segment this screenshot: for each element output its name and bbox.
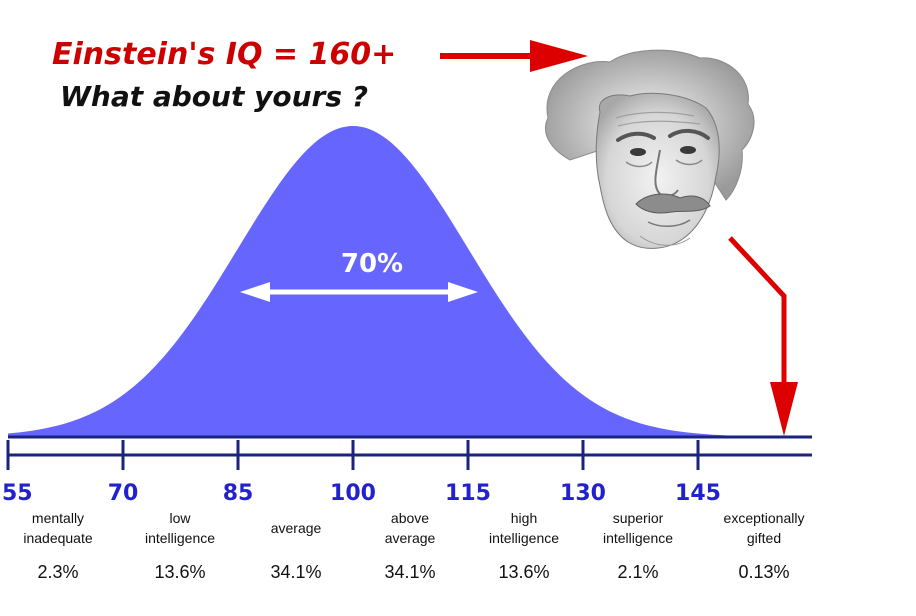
category-line2: average — [385, 530, 436, 546]
category-4: high intelligence 13.6% — [489, 510, 559, 582]
category-line1: mentally — [32, 510, 84, 526]
category-line2: intelligence — [145, 530, 215, 546]
axis-ticks — [6, 440, 700, 470]
bell-curve-area — [8, 126, 813, 437]
double-arrow — [240, 282, 478, 302]
category-percent: 0.13% — [738, 562, 789, 582]
axis-tick-labels: 55 70 85 100 115 130 145 — [2, 481, 721, 506]
category-percent: 34.1% — [384, 562, 435, 582]
category-line1: low — [169, 510, 191, 526]
category-3: above average 34.1% — [384, 510, 435, 582]
category-line1: superior — [613, 510, 664, 526]
category-labels: mentally inadequate 2.3% low intelligence 13.… — [23, 510, 804, 582]
category-line2: inadequate — [23, 530, 93, 546]
category-6: exceptionally gifted 0.13% — [724, 510, 805, 582]
category-5: superior intelligence 2.1% — [603, 510, 673, 582]
tick-label-115: 115 — [445, 481, 491, 506]
category-1: low intelligence 13.6% — [145, 510, 215, 582]
headline-what-about-yours: What about yours ? — [60, 80, 368, 113]
category-percent: 2.3% — [37, 562, 78, 582]
pointer-arrow — [728, 236, 798, 436]
category-line2: intelligence — [603, 530, 673, 546]
tick-label-70: 70 — [108, 481, 139, 506]
tick-label-145: 145 — [675, 481, 721, 506]
category-percent: 13.6% — [154, 562, 205, 582]
category-line1: exceptionally — [724, 510, 805, 526]
headline-einstein-iq: Einstein's IQ = 160+ — [52, 37, 396, 72]
category-0: mentally inadequate 2.3% — [23, 510, 93, 582]
center-percent-label: 70% — [341, 249, 403, 279]
tick-label-130: 130 — [560, 481, 606, 506]
einstein-portrait — [545, 49, 755, 249]
category-line2: gifted — [747, 530, 781, 546]
category-line2: intelligence — [489, 530, 559, 546]
headline-arrow — [440, 40, 588, 72]
category-percent: 13.6% — [498, 562, 549, 582]
category-line1: above — [391, 510, 429, 526]
tick-label-85: 85 — [223, 481, 254, 506]
category-line1: average — [271, 520, 322, 536]
category-line1: high — [511, 510, 537, 526]
category-2: average 34.1% — [270, 520, 321, 582]
tick-label-55: 55 — [2, 481, 33, 506]
category-percent: 2.1% — [617, 562, 658, 582]
category-percent: 34.1% — [270, 562, 321, 582]
tick-label-100: 100 — [330, 481, 376, 506]
